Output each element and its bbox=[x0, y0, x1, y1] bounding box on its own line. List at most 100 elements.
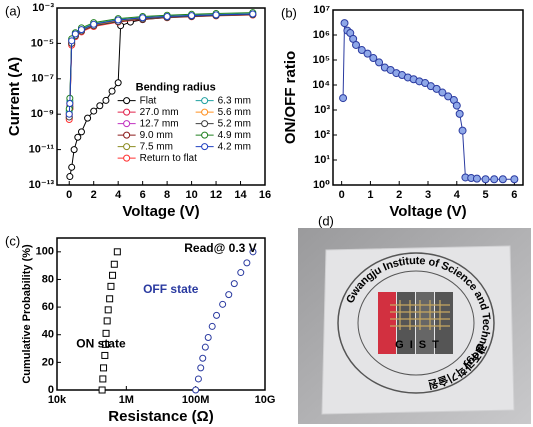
logo-ring bbox=[357, 270, 475, 376]
legend-label: 12.7 mm bbox=[140, 118, 179, 129]
legend-marker bbox=[123, 131, 131, 139]
marker bbox=[102, 329, 110, 337]
marker bbox=[212, 11, 220, 19]
series-line bbox=[68, 13, 253, 115]
marker bbox=[194, 375, 202, 383]
marker bbox=[108, 87, 116, 95]
x-tick-label: 8 bbox=[164, 189, 170, 201]
marker bbox=[163, 13, 171, 21]
marker bbox=[65, 110, 73, 118]
annotation: Read@ 0.3 V bbox=[184, 241, 256, 255]
x-tick-label: 12 bbox=[210, 189, 222, 201]
plot-frame bbox=[56, 7, 266, 186]
marker bbox=[249, 248, 257, 256]
legend-marker bbox=[123, 143, 131, 151]
marker bbox=[66, 100, 74, 108]
photo: 광주과학기술원 Gwangju Institute of Science and… bbox=[298, 213, 531, 424]
marker bbox=[352, 40, 361, 49]
marker bbox=[100, 364, 108, 372]
legend-marker bbox=[201, 120, 209, 128]
x-axis-label: Voltage (V) bbox=[122, 203, 199, 220]
marker bbox=[458, 126, 467, 135]
legend-marker bbox=[123, 154, 131, 162]
marker bbox=[101, 351, 109, 359]
legend-label: Return to flat bbox=[140, 153, 197, 164]
x-tick-label: 2 bbox=[396, 189, 402, 201]
x-tick-label: 1 bbox=[367, 189, 373, 201]
logo-ring bbox=[337, 252, 495, 394]
y-tick-label: 10³ bbox=[314, 104, 330, 116]
marker bbox=[90, 20, 98, 28]
y-tick-label: 10⁻¹¹ bbox=[29, 144, 55, 156]
marker bbox=[107, 282, 115, 290]
y-tick-label: 10⁻⁹ bbox=[31, 108, 54, 120]
marker bbox=[68, 163, 76, 171]
marker bbox=[452, 101, 461, 110]
marker bbox=[109, 271, 117, 279]
marker bbox=[114, 16, 122, 24]
x-axis-label: Voltage (V) bbox=[389, 203, 466, 220]
y-axis-label: Cumulative Probability (%) bbox=[21, 244, 33, 384]
y-tick-label: 10⁰ bbox=[313, 179, 330, 191]
marker bbox=[510, 175, 519, 184]
panel-label: (b) bbox=[281, 5, 297, 20]
y-tick-label: 10⁴ bbox=[312, 79, 330, 91]
marker bbox=[369, 54, 378, 63]
marker bbox=[113, 248, 121, 256]
marker bbox=[225, 291, 233, 299]
plot-frame bbox=[332, 9, 524, 186]
x-axis-label: Resistance (Ω) bbox=[108, 408, 213, 425]
x-tick-label: 10G bbox=[255, 394, 276, 406]
marker bbox=[66, 173, 74, 181]
marker bbox=[213, 311, 221, 319]
x-tick-label: 4 bbox=[454, 189, 461, 201]
marker bbox=[74, 133, 82, 141]
x-tick-label: 2 bbox=[91, 189, 97, 201]
marker bbox=[243, 259, 251, 267]
marker bbox=[357, 46, 366, 55]
x-tick-label: 14 bbox=[234, 189, 247, 201]
x-tick-label: 1M bbox=[119, 394, 134, 406]
x-tick-label: 5 bbox=[483, 189, 489, 201]
marker bbox=[99, 375, 107, 383]
x-tick-label: 0 bbox=[66, 189, 72, 201]
legend-marker bbox=[123, 108, 131, 116]
marker bbox=[490, 175, 499, 184]
y-tick-label: 10⁶ bbox=[313, 29, 330, 41]
marker bbox=[472, 174, 481, 183]
marker bbox=[375, 58, 384, 67]
marker bbox=[192, 386, 200, 394]
marker bbox=[204, 333, 212, 341]
marker bbox=[444, 92, 453, 101]
logo-bar bbox=[378, 292, 396, 354]
panel-label: (a) bbox=[5, 3, 21, 18]
legend-label: 5.2 mm bbox=[218, 118, 251, 129]
marker bbox=[208, 322, 216, 330]
x-tick-label: 16 bbox=[259, 189, 271, 201]
y-tick-label: 20 bbox=[42, 356, 54, 368]
legend-label: 4.9 mm bbox=[218, 130, 251, 141]
marker bbox=[498, 175, 507, 184]
legend-label: 9.0 mm bbox=[140, 130, 173, 141]
y-tick-label: 10² bbox=[314, 129, 330, 141]
marker bbox=[71, 30, 79, 38]
y-tick-label: 40 bbox=[42, 329, 54, 341]
marker bbox=[481, 175, 490, 184]
legend-marker bbox=[201, 143, 209, 151]
marker bbox=[237, 269, 245, 277]
legend-label: 5.6 mm bbox=[218, 107, 251, 118]
y-tick-label: 100 bbox=[36, 246, 54, 258]
y-tick-label: 10⁻⁷ bbox=[31, 73, 54, 85]
y-tick-label: 10⁻⁵ bbox=[31, 37, 54, 49]
legend-label: 27.0 mm bbox=[140, 107, 179, 118]
panel-label: (d) bbox=[318, 213, 334, 228]
marker bbox=[455, 109, 464, 118]
y-tick-label: 0 bbox=[48, 384, 54, 396]
x-tick-label: 4 bbox=[115, 189, 122, 201]
annotation: ON state bbox=[76, 337, 126, 351]
legend-label: Flat bbox=[140, 95, 157, 106]
legend-marker bbox=[201, 108, 209, 116]
y-axis-label: Current (A) bbox=[6, 57, 23, 136]
plot-frame bbox=[56, 237, 266, 391]
